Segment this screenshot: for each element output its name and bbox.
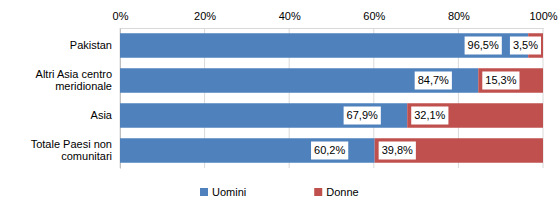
tick-label: 0% bbox=[113, 10, 129, 22]
tick: 0% bbox=[113, 10, 129, 28]
data-label: 15,3% bbox=[485, 74, 516, 86]
bar-segment bbox=[120, 103, 407, 128]
chart: 0% 20% 40% 60% 80% 100% Pakistan Altri Asia cen… bbox=[0, 0, 559, 214]
bar-segment bbox=[120, 138, 375, 163]
legend-item: Donne bbox=[314, 186, 358, 198]
data-label-group: 84,7% bbox=[415, 72, 452, 90]
legend-label: Uomini bbox=[212, 186, 246, 198]
data-label-box bbox=[344, 107, 381, 125]
data-label-box bbox=[510, 37, 541, 55]
data-label: 67,9% bbox=[347, 109, 378, 121]
data-label-box bbox=[465, 37, 502, 55]
tick: 100% bbox=[529, 10, 557, 28]
data-label-box bbox=[411, 107, 448, 125]
tick-label: 20% bbox=[194, 10, 216, 22]
tick: 60% bbox=[363, 10, 385, 28]
tick: 20% bbox=[194, 10, 216, 28]
grid bbox=[120, 28, 543, 168]
y-axis: Pakistan Altri Asia centromeridionale Asia… bbox=[31, 29, 121, 169]
bar-segment bbox=[120, 33, 528, 58]
legend-label: Donne bbox=[326, 186, 358, 198]
bar-segment bbox=[375, 138, 543, 163]
tick: Asia bbox=[91, 109, 120, 121]
data-label-group: 32,1% bbox=[411, 107, 448, 125]
data-label-box bbox=[415, 72, 452, 90]
data-label-box bbox=[482, 72, 519, 90]
data-label: 39,8% bbox=[382, 144, 413, 156]
tick-label: 100% bbox=[529, 10, 557, 22]
tick: Altri Asia centromeridionale bbox=[36, 68, 120, 93]
data-label: 84,7% bbox=[418, 74, 449, 86]
data-label: 60,2% bbox=[314, 144, 345, 156]
category-label: Asia bbox=[91, 109, 113, 121]
data-label-group: 67,9% bbox=[344, 107, 381, 125]
tick-label: 60% bbox=[363, 10, 385, 22]
data-label-group: 60,2% bbox=[311, 142, 348, 160]
data-label-box bbox=[311, 142, 348, 160]
category-label: Totale Paesi noncomunitari bbox=[31, 138, 112, 163]
bar-segment bbox=[120, 68, 478, 93]
category-label: Pakistan bbox=[70, 39, 112, 51]
legend-swatch bbox=[200, 188, 208, 196]
data-label-group: 15,3% bbox=[482, 72, 519, 90]
tick: 80% bbox=[448, 10, 470, 28]
plot: 0% 20% 40% 60% 80% 100% Pakistan Altri Asia cen… bbox=[31, 10, 558, 169]
bars bbox=[120, 33, 543, 163]
tick-label: 40% bbox=[279, 10, 301, 22]
category-label: Altri Asia centromeridionale bbox=[36, 68, 112, 93]
data-labels: 96,5% 84,7% 67,9% 60,2% 3,5% 15,3% 32,1% 39,8% bbox=[311, 37, 541, 160]
legend-swatch bbox=[314, 188, 322, 196]
tick: Pakistan bbox=[70, 39, 120, 51]
tick: Totale Paesi noncomunitari bbox=[31, 138, 120, 163]
x-axis: 0% 20% 40% 60% 80% 100% bbox=[113, 10, 558, 29]
bar-segment bbox=[478, 68, 543, 93]
tick-label: 80% bbox=[448, 10, 470, 22]
axis-line bbox=[121, 28, 544, 29]
data-label-group: 39,8% bbox=[379, 142, 416, 160]
bar-segment bbox=[407, 103, 543, 128]
legend: Uomini Donne bbox=[200, 186, 359, 198]
data-label-group: 3,5% bbox=[510, 37, 541, 55]
data-label: 96,5% bbox=[468, 39, 499, 51]
data-label-group: 96,5% bbox=[465, 37, 502, 55]
data-label: 32,1% bbox=[414, 109, 445, 121]
legend-item: Uomini bbox=[200, 186, 246, 198]
data-label: 3,5% bbox=[513, 39, 538, 51]
data-label-box bbox=[379, 142, 416, 160]
tick: 40% bbox=[279, 10, 301, 28]
